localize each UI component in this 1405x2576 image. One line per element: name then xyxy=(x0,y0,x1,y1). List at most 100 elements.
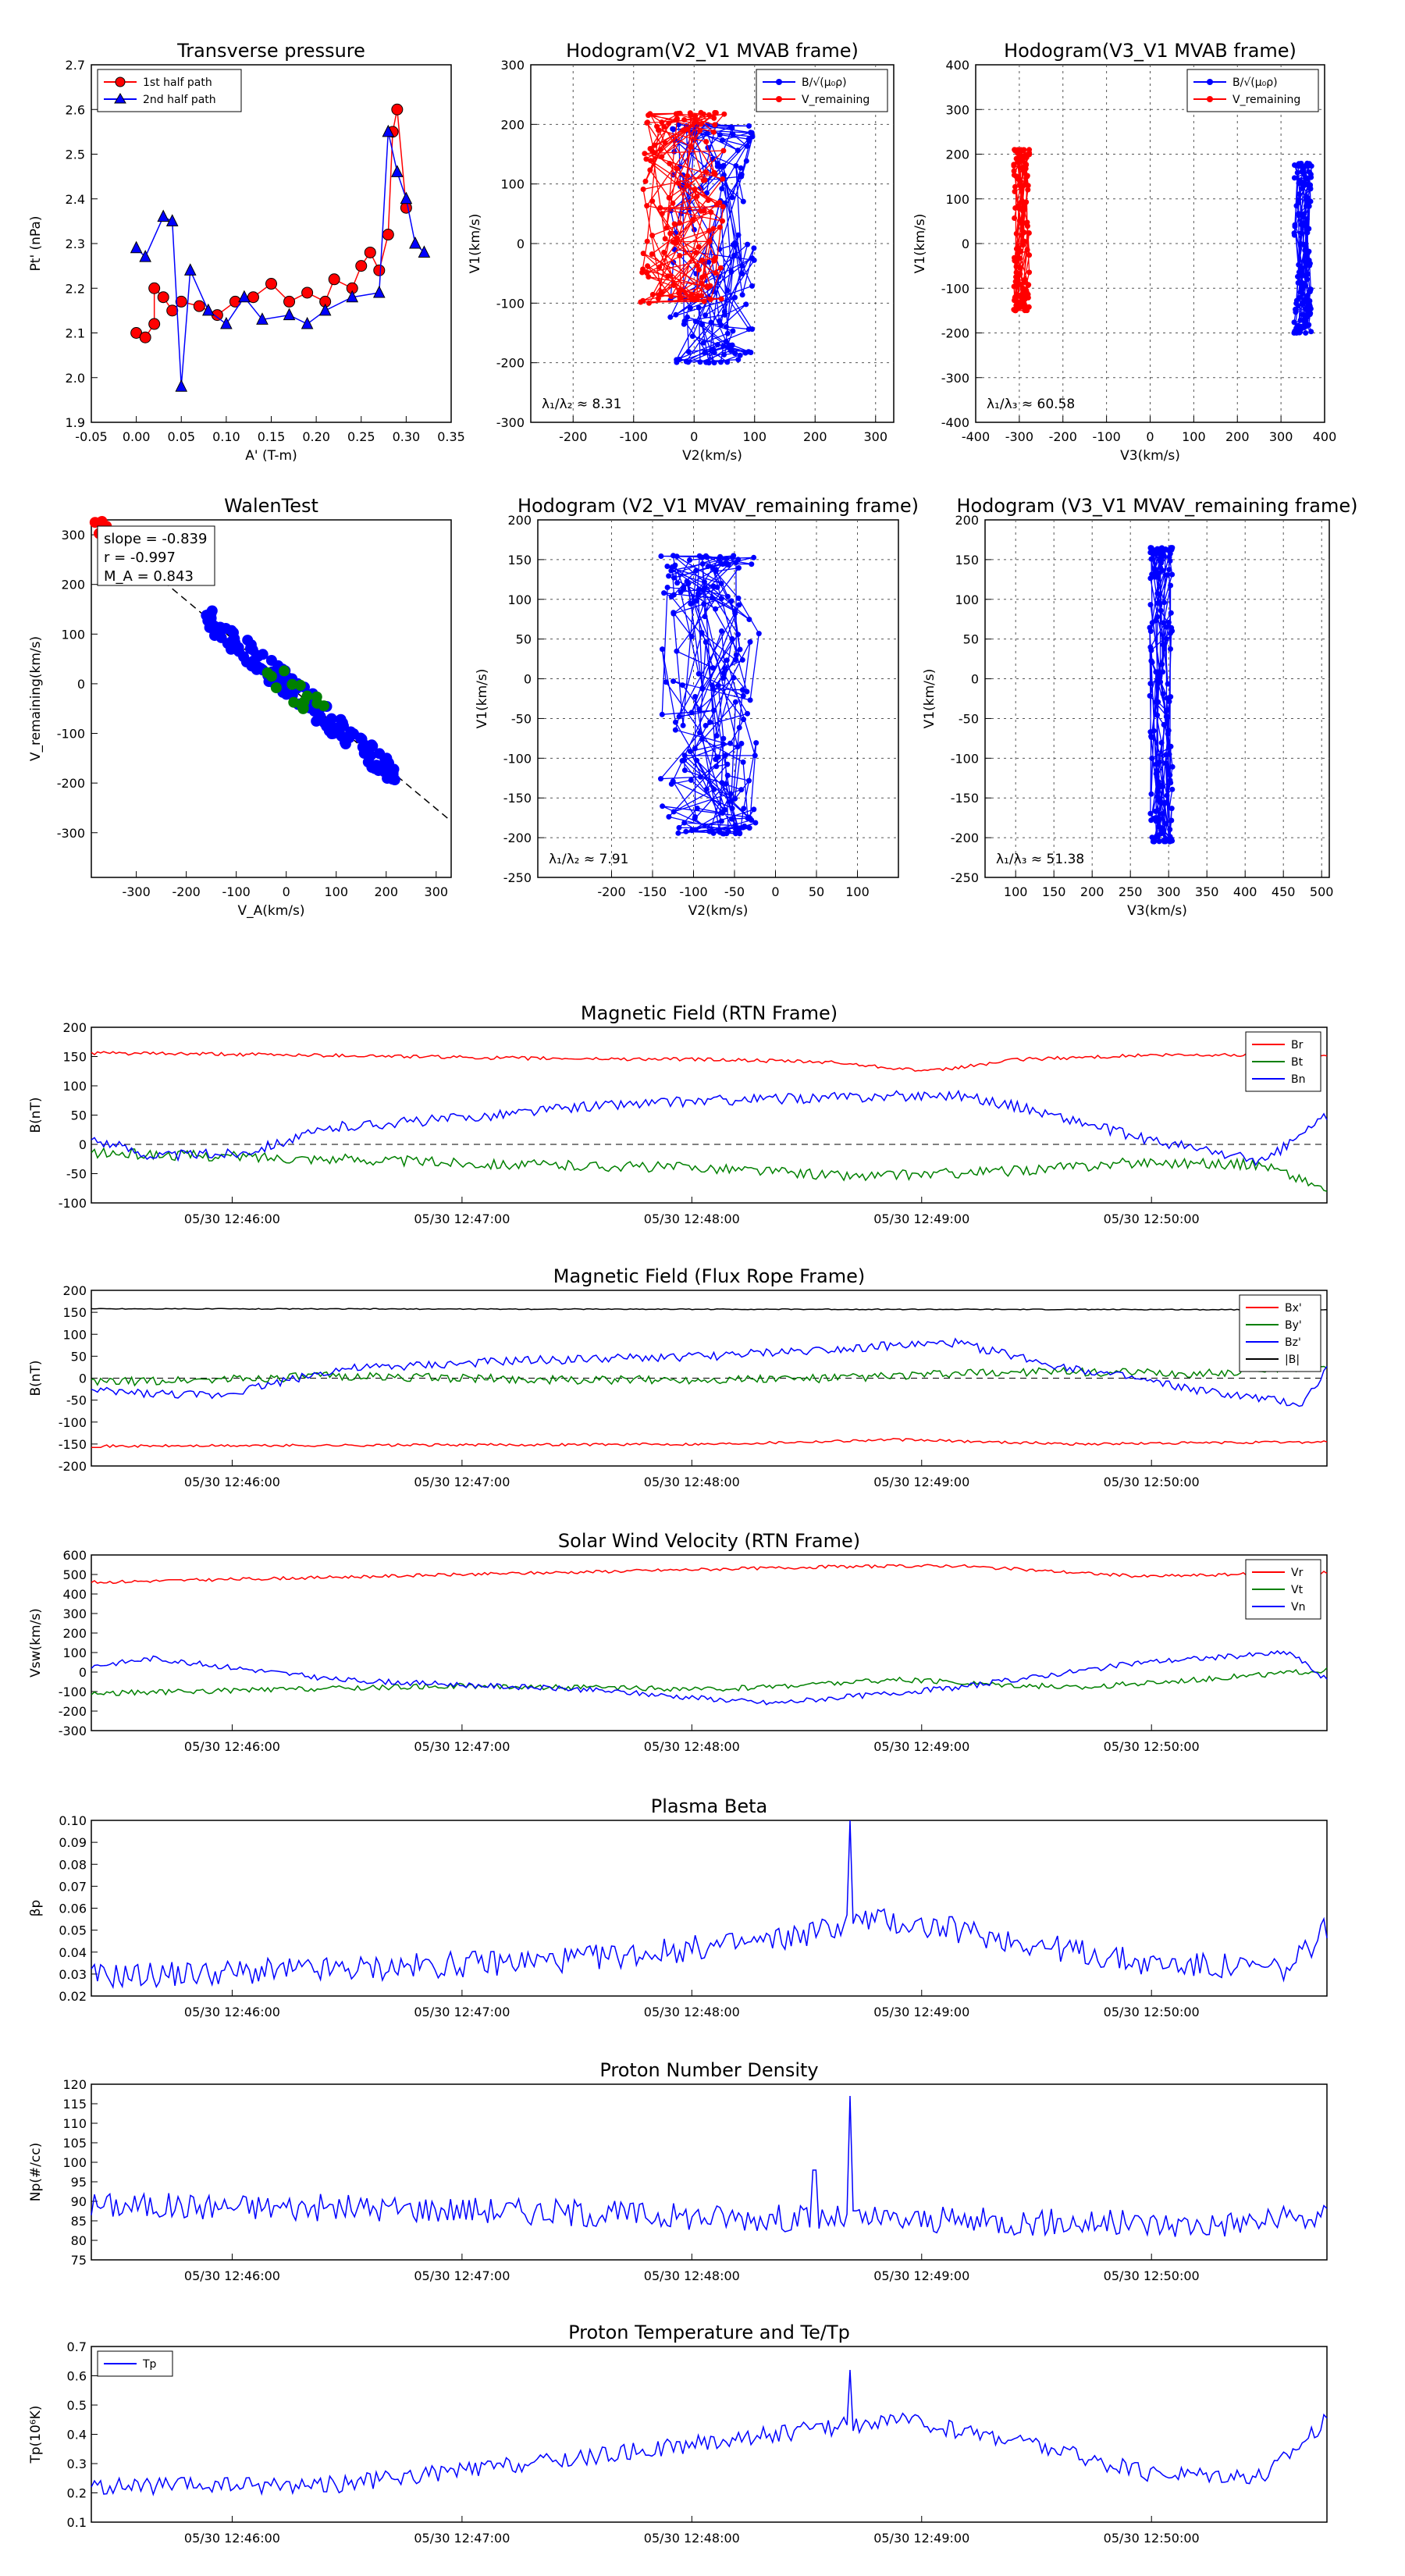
data-point xyxy=(692,118,699,124)
data-point xyxy=(642,151,648,157)
data-point xyxy=(729,125,735,131)
legend-entry: Bz' xyxy=(1285,1336,1301,1349)
data-point xyxy=(640,266,646,272)
data-point xyxy=(695,244,702,250)
data-point xyxy=(1299,230,1305,237)
data-point xyxy=(707,297,713,302)
data-point xyxy=(283,295,296,308)
data-point xyxy=(1293,309,1299,315)
data-point xyxy=(1299,279,1305,286)
data-point xyxy=(729,806,735,811)
data-point xyxy=(678,286,684,293)
y-tick-label: 200 xyxy=(507,513,532,528)
data-point xyxy=(1160,642,1166,648)
data-point xyxy=(1147,628,1154,635)
legend-box xyxy=(756,69,888,112)
data-point xyxy=(1011,168,1017,174)
y-tick-label: 0.7 xyxy=(67,2339,87,2354)
data-point xyxy=(1026,230,1032,236)
y-tick-label: 90 xyxy=(71,2194,87,2209)
data-point xyxy=(745,241,751,247)
data-point xyxy=(672,562,678,568)
data-point xyxy=(157,291,169,304)
data-point xyxy=(1292,222,1298,228)
y-tick-label: 150 xyxy=(62,1305,87,1320)
data-point xyxy=(751,806,757,813)
data-point xyxy=(1162,820,1168,827)
chart-hodogram-v2v1-mvav: Hodogram (V2_V1 MVAV_remaining frame) V1(… xyxy=(475,495,919,919)
data-point xyxy=(252,650,264,662)
data-point xyxy=(692,814,698,820)
y-tick-label: 0.08 xyxy=(59,1857,87,1872)
x-tick-label: 100 xyxy=(324,884,348,899)
data-point xyxy=(643,156,649,162)
data-point xyxy=(660,646,665,653)
data-point xyxy=(715,682,721,688)
data-point xyxy=(711,115,717,121)
x-tick-label: -300 xyxy=(1005,429,1033,444)
chart-title: Solar Wind Velocity (RTN Frame) xyxy=(558,1530,860,1552)
y-tick-label: 0.1 xyxy=(67,2515,87,2530)
data-point xyxy=(372,285,386,298)
data-point xyxy=(1013,264,1019,269)
data-point xyxy=(646,274,652,280)
data-point xyxy=(685,314,690,320)
data-point xyxy=(1024,247,1030,253)
y-tick-label: 0 xyxy=(77,677,85,692)
data-point xyxy=(741,806,747,812)
data-point xyxy=(724,330,731,336)
data-point xyxy=(1020,242,1026,248)
data-point xyxy=(1168,624,1175,631)
data-point xyxy=(739,292,745,298)
legend-marker xyxy=(1207,79,1213,85)
y-tick-label: -50 xyxy=(511,711,532,726)
x-tick-label: 05/30 12:49:00 xyxy=(873,2268,969,2283)
data-point xyxy=(713,733,720,738)
data-point xyxy=(670,283,677,288)
data-point xyxy=(715,754,721,760)
data-point xyxy=(675,830,681,836)
data-point xyxy=(374,748,386,760)
data-point xyxy=(1304,202,1311,208)
data-point xyxy=(666,194,672,201)
legend-entry: Bn xyxy=(1291,1073,1305,1086)
y-tick-label: -250 xyxy=(503,870,532,885)
data-point xyxy=(1305,271,1311,277)
chart-solar-wind-velocity: Solar Wind Velocity (RTN Frame) Vsw(km/s)… xyxy=(28,1530,1328,1754)
data-point xyxy=(1153,669,1159,675)
data-point xyxy=(724,359,731,365)
data-point xyxy=(382,229,394,241)
stats-line: M_A = 0.843 xyxy=(104,568,194,585)
data-point xyxy=(1158,607,1164,614)
y-tick-label: 600 xyxy=(62,1548,87,1563)
data-point xyxy=(738,172,745,177)
data-point xyxy=(720,162,727,169)
data-point xyxy=(1147,602,1154,608)
data-point xyxy=(1167,827,1173,833)
data-point xyxy=(657,205,663,211)
data-point xyxy=(1018,178,1023,184)
data-point xyxy=(717,318,723,324)
data-point xyxy=(1019,233,1025,238)
data-point xyxy=(1295,273,1300,279)
y-tick-label: -400 xyxy=(941,415,969,430)
data-point xyxy=(729,635,735,642)
data-point xyxy=(646,111,653,117)
data-point xyxy=(660,803,666,809)
x-tick-label: 300 xyxy=(425,884,449,899)
data-point xyxy=(1013,230,1019,237)
data-point xyxy=(668,294,674,300)
data-point xyxy=(692,318,699,325)
legend-box xyxy=(1186,69,1319,112)
data-point xyxy=(388,763,400,775)
data-point xyxy=(270,682,282,694)
data-point xyxy=(666,813,672,820)
chart-hodogram-v2v1-mvab: Hodogram(V2_V1 MVAB frame) V1(km/s) V2(km/… xyxy=(468,40,895,464)
data-point xyxy=(220,316,233,329)
data-point xyxy=(696,553,702,559)
y-tick-label: 100 xyxy=(955,592,979,607)
data-point xyxy=(735,357,742,363)
data-point xyxy=(175,379,188,392)
y-tick-label: 0.03 xyxy=(59,1967,87,1982)
stats-line: slope = -0.839 xyxy=(104,531,207,547)
